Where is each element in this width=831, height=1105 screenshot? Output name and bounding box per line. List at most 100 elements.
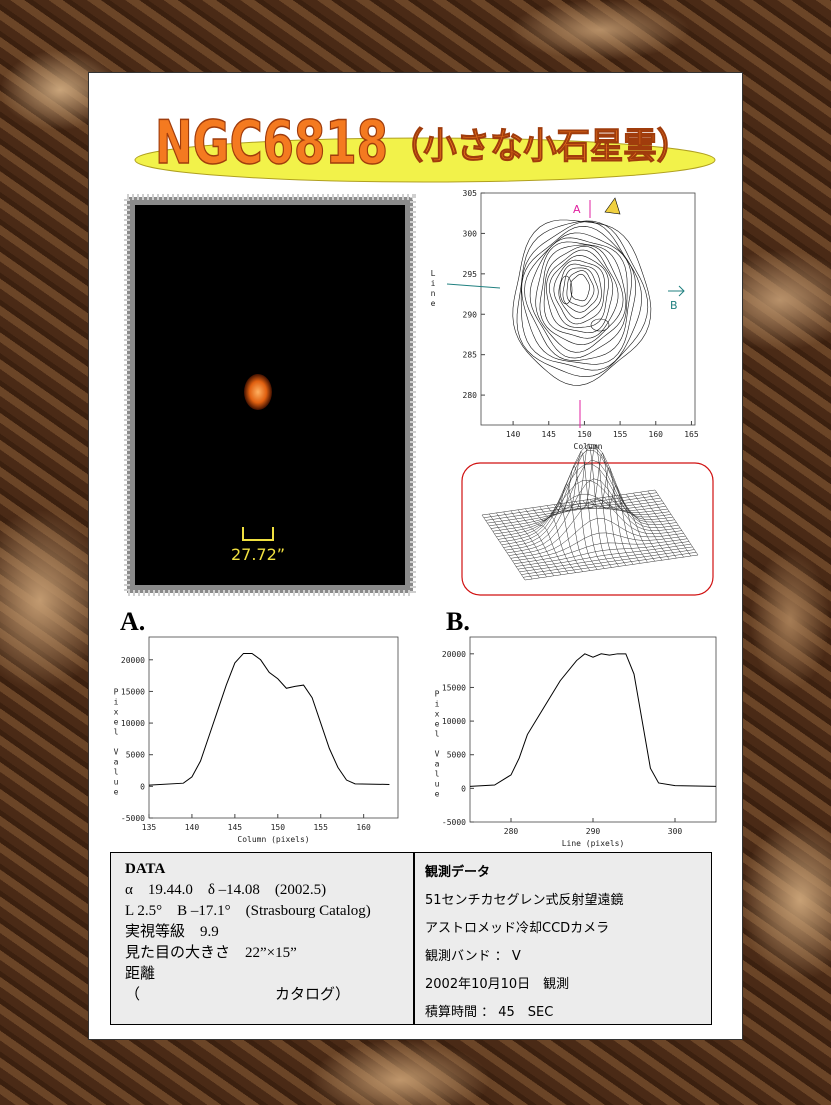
contour <box>566 270 595 307</box>
data-table: DATA α 19.44.0 δ –14.08 (2002.5) L 2.5° … <box>110 852 712 1025</box>
mesh-line <box>633 492 677 559</box>
marker-a: A <box>573 203 581 216</box>
nebula <box>244 374 272 410</box>
plot-frame <box>148 636 399 819</box>
x-axis-label: Line (pixels) <box>562 839 625 848</box>
y-tick-label: 5000 <box>126 751 145 760</box>
y-tick-label: 280 <box>463 391 478 400</box>
contour <box>558 263 602 320</box>
mesh-line <box>647 490 692 557</box>
contour <box>562 267 599 313</box>
chart-label: A. <box>120 607 145 636</box>
x-tick-label: 160 <box>356 823 371 832</box>
y-tick-label: 0 <box>461 784 466 793</box>
y-tick-label: 295 <box>463 270 478 279</box>
y-tick-label: 305 <box>463 189 478 198</box>
x-tick-label: 280 <box>504 827 519 836</box>
y-tick-label: 10000 <box>121 719 145 728</box>
x-axis-label: Column <box>574 442 603 451</box>
x-tick-label: 290 <box>586 827 601 836</box>
data-heading: DATA <box>125 861 166 877</box>
mesh-line <box>625 494 670 560</box>
y-tick-label: 20000 <box>121 656 145 665</box>
data-line: 2002年10月10日 観測 <box>425 977 570 992</box>
contour <box>524 232 632 361</box>
x-tick-label: 135 <box>142 823 157 832</box>
x-tick-label: 145 <box>228 823 243 832</box>
marker-icon <box>604 197 621 215</box>
plot-frame <box>469 636 717 823</box>
mesh-line <box>524 554 699 581</box>
data-line: α 19.44.0 δ –14.08 (2002.5) <box>125 882 327 898</box>
x-tick-label: 140 <box>185 823 200 832</box>
contour <box>570 273 590 302</box>
y-axis-label: Pixel Value <box>433 690 442 800</box>
marker-b: B <box>670 299 678 312</box>
data-line: 積算時間 ： 45 SEC <box>425 1005 554 1020</box>
contour <box>520 221 642 371</box>
data-right: 観測データ 51センチカセグレン式反射望遠鏡 アストロメッド冷却CCDカメラ 観… <box>417 853 711 1024</box>
contour <box>516 220 649 378</box>
y-tick-label: 10000 <box>442 717 466 726</box>
x-tick-label: 145 <box>542 430 557 439</box>
x-tick-label: 140 <box>506 430 521 439</box>
y-tick-label: 0 <box>140 782 145 791</box>
data-left: DATA α 19.44.0 δ –14.08 (2002.5) L 2.5° … <box>111 853 415 1024</box>
title-ellipse <box>134 137 716 183</box>
contour <box>512 219 652 386</box>
x-tick-label: 150 <box>271 823 286 832</box>
title-main: NGC6818 <box>155 108 388 178</box>
y-tick-label: -5000 <box>121 814 145 823</box>
data-line: 距離 <box>125 966 156 982</box>
x-tick-label: 300 <box>668 827 683 836</box>
contour-lines <box>512 219 652 386</box>
contour <box>553 259 605 325</box>
plot-frame <box>480 192 696 426</box>
mesh-line <box>523 552 697 578</box>
contour <box>529 237 628 359</box>
y-tick-label: 20000 <box>442 650 466 659</box>
y-axis-label: Line <box>429 269 438 309</box>
mesh-line <box>654 489 699 556</box>
profile-line <box>469 653 717 787</box>
x-tick-label: 165 <box>684 430 699 439</box>
x-tick-label: 160 <box>649 430 664 439</box>
y-tick-label: 15000 <box>442 683 466 692</box>
marker-b-arrow <box>668 285 685 297</box>
contour <box>546 249 614 334</box>
contour <box>535 241 627 353</box>
x-tick-label: 150 <box>577 430 592 439</box>
y-tick-label: 290 <box>463 310 478 319</box>
data-line: 観測バンド ： V <box>425 949 521 964</box>
mesh-line <box>521 549 695 575</box>
y-axis-label: Pixel Value <box>112 688 121 798</box>
data-line: （ カタログ） <box>125 987 351 1003</box>
y-tick-label: 15000 <box>121 687 145 696</box>
y-tick-label: 300 <box>463 229 478 238</box>
x-axis-label: Column (pixels) <box>237 835 309 844</box>
data-heading: 観測データ <box>425 865 491 880</box>
contour <box>521 225 636 365</box>
chart-label: B. <box>446 607 470 636</box>
data-line: 51センチカセグレン式反射望遠鏡 <box>425 893 624 908</box>
y-tick-label: 5000 <box>447 751 466 760</box>
x-tick-label: 155 <box>313 823 328 832</box>
contour <box>590 318 610 332</box>
scale-label: 27.72” <box>231 545 285 564</box>
contour <box>539 244 624 346</box>
data-line: L 2.5° B –17.1° (Strasbourg Catalog) <box>125 903 371 919</box>
contour <box>559 275 573 305</box>
data-line: アストロメッド冷却CCDカメラ <box>425 921 610 936</box>
y-tick-label: -5000 <box>442 818 466 827</box>
contour <box>543 245 619 339</box>
y-tick-label: 285 <box>463 351 478 360</box>
surface-mesh <box>481 443 699 581</box>
contour <box>548 255 609 328</box>
mesh-line <box>640 491 684 558</box>
mesh-line <box>519 546 693 573</box>
x-tick-label: 155 <box>613 430 628 439</box>
data-line: 見た目の大きさ 22”×15” <box>125 945 297 961</box>
marker-b-line <box>446 283 501 289</box>
